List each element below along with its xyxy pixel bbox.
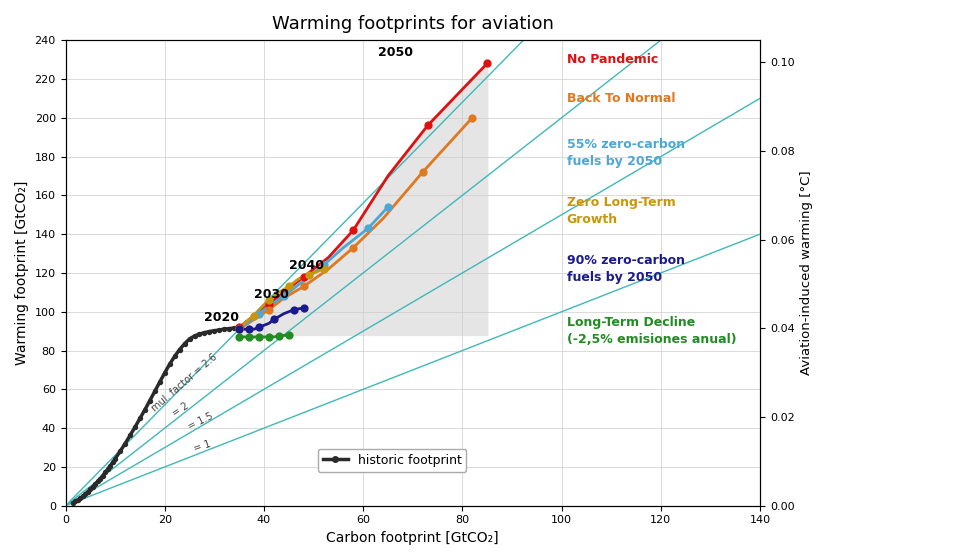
- Point: [202, 327, 218, 336]
- Point: [176, 339, 192, 348]
- Point: [231, 333, 247, 342]
- Point: [192, 329, 208, 338]
- Point: [167, 352, 182, 361]
- Point: [207, 326, 222, 335]
- Point: [122, 431, 138, 440]
- Point: [127, 423, 143, 432]
- Point: [276, 292, 292, 301]
- Point: [65, 498, 80, 507]
- Text: 90% zero-carbon
fuels by 2050: 90% zero-carbon fuels by 2050: [566, 254, 685, 284]
- Y-axis label: Warming footprint [GtCO₂]: Warming footprint [GtCO₂]: [15, 181, 29, 365]
- Point: [296, 272, 312, 281]
- Point: [172, 345, 187, 354]
- Point: [465, 113, 480, 122]
- Point: [415, 167, 430, 176]
- Text: 2050: 2050: [378, 45, 414, 59]
- Point: [77, 489, 93, 498]
- Text: Back To Normal: Back To Normal: [566, 92, 675, 105]
- Point: [251, 323, 267, 332]
- Point: [281, 282, 297, 291]
- Title: Warming footprints for aviation: Warming footprints for aviation: [271, 15, 554, 33]
- Point: [261, 296, 276, 305]
- Point: [261, 333, 276, 342]
- Point: [419, 121, 435, 130]
- Point: [296, 282, 312, 291]
- Point: [231, 325, 247, 334]
- Text: 55% zero-carbon
fuels by 2050: 55% zero-carbon fuels by 2050: [566, 138, 685, 167]
- Point: [152, 377, 168, 386]
- Point: [345, 243, 361, 252]
- Point: [345, 226, 361, 235]
- Point: [261, 305, 276, 314]
- Point: [281, 330, 297, 339]
- Point: [231, 325, 247, 334]
- Point: [197, 328, 213, 337]
- Text: No Pandemic: No Pandemic: [566, 53, 658, 66]
- Point: [361, 224, 376, 233]
- Point: [246, 311, 262, 320]
- Text: 2020: 2020: [205, 311, 239, 324]
- Point: [68, 497, 83, 506]
- Point: [212, 325, 227, 334]
- Point: [296, 304, 312, 312]
- Point: [80, 487, 96, 496]
- Point: [241, 325, 257, 334]
- Point: [231, 323, 247, 332]
- Point: [217, 325, 232, 334]
- Point: [142, 396, 158, 405]
- Point: [479, 59, 495, 68]
- Point: [241, 333, 257, 342]
- Point: [137, 405, 153, 414]
- Point: [97, 468, 113, 477]
- Point: [231, 325, 247, 334]
- X-axis label: Carbon footprint [GtCO₂]: Carbon footprint [GtCO₂]: [326, 531, 499, 545]
- Point: [92, 474, 108, 483]
- Point: [95, 471, 111, 480]
- Point: [75, 492, 91, 501]
- Text: mul. factor = 2.6: mul. factor = 2.6: [150, 352, 219, 413]
- Point: [85, 482, 101, 491]
- Point: [251, 309, 267, 318]
- Point: [147, 387, 163, 396]
- Point: [266, 315, 281, 324]
- Point: [113, 447, 128, 456]
- Point: [87, 479, 103, 488]
- Point: [100, 465, 116, 474]
- Point: [186, 332, 202, 340]
- Text: 2040: 2040: [289, 259, 323, 272]
- Text: Long-Term Decline
(-2,5% emisiones anual): Long-Term Decline (-2,5% emisiones anual…: [566, 316, 736, 346]
- Y-axis label: Aviation-induced warming [°C]: Aviation-induced warming [°C]: [800, 171, 813, 375]
- Point: [251, 333, 267, 342]
- Text: = 1.5: = 1.5: [186, 411, 215, 432]
- Point: [226, 324, 242, 333]
- Point: [132, 414, 148, 423]
- Point: [271, 332, 287, 340]
- Point: [261, 300, 276, 309]
- Point: [107, 454, 122, 463]
- Point: [231, 323, 247, 332]
- Point: [286, 305, 302, 314]
- Point: [105, 458, 121, 467]
- Text: = 1: = 1: [192, 439, 212, 454]
- Point: [181, 334, 197, 343]
- Point: [162, 360, 177, 368]
- Text: Zero Long-Term
Growth: Zero Long-Term Growth: [566, 196, 675, 226]
- Point: [118, 439, 133, 448]
- Point: [157, 368, 172, 377]
- Text: 2030: 2030: [254, 288, 289, 301]
- Point: [301, 270, 317, 279]
- Point: [380, 203, 396, 212]
- Point: [316, 260, 331, 269]
- Point: [231, 325, 247, 334]
- Point: [73, 494, 88, 503]
- Point: [102, 461, 118, 470]
- Point: [316, 264, 331, 273]
- Text: = 2: = 2: [171, 401, 190, 419]
- Point: [221, 324, 237, 333]
- Legend: historic footprint: historic footprint: [318, 449, 466, 472]
- Point: [71, 496, 86, 505]
- Point: [90, 477, 106, 486]
- Point: [82, 485, 98, 494]
